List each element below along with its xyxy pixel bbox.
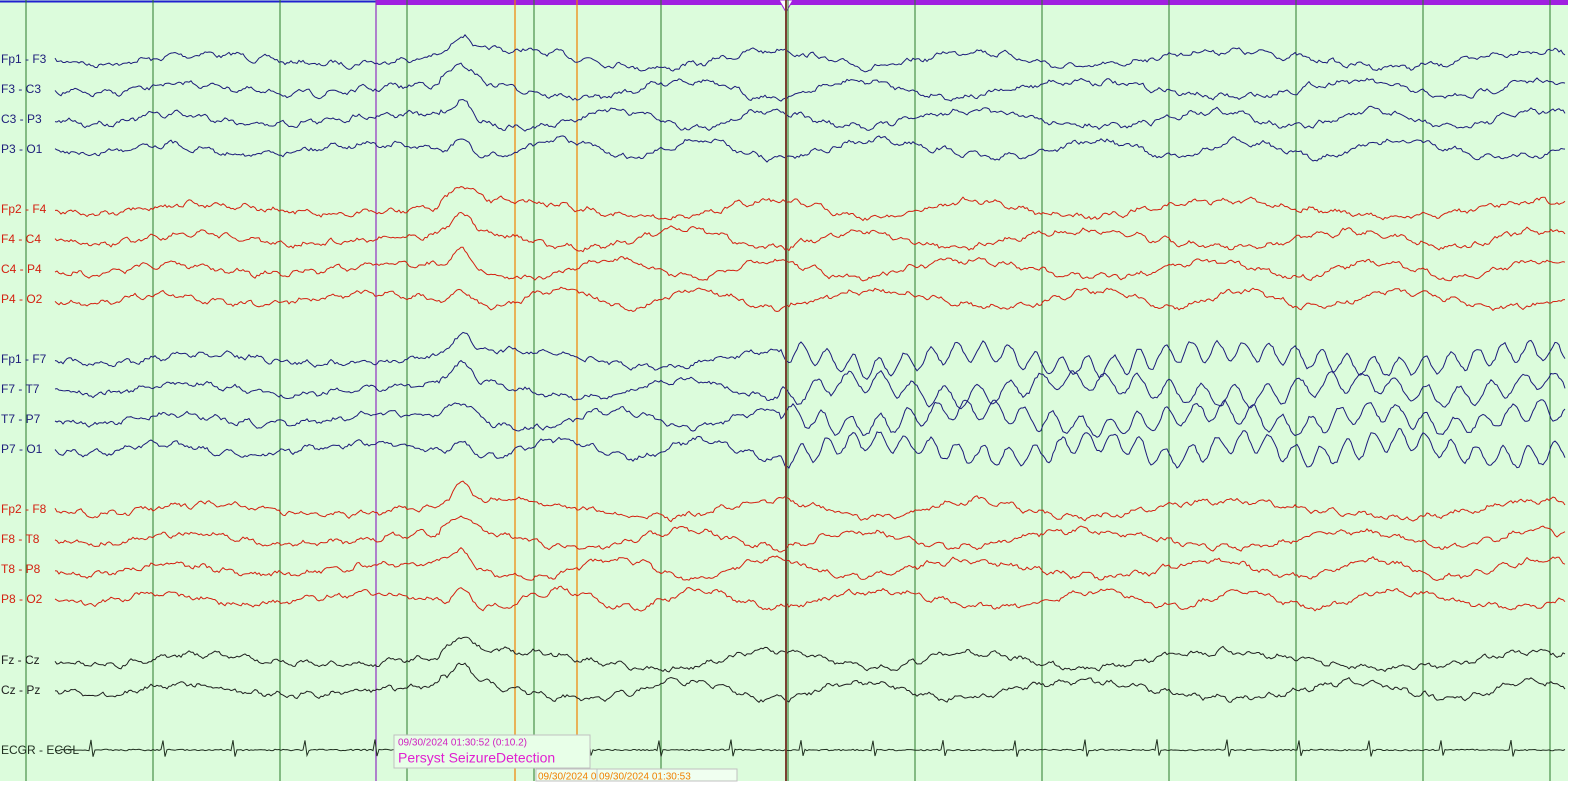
eeg-trace bbox=[54, 739, 1566, 758]
channel-label: P8 - O2 bbox=[1, 592, 43, 606]
channel-label: P3 - O1 bbox=[1, 142, 43, 156]
channel-label: Fz - Cz bbox=[1, 653, 40, 667]
detection-label: Persyst SeizureDetection bbox=[398, 750, 555, 766]
seizure-bar bbox=[376, 0, 1568, 5]
background bbox=[0, 0, 1568, 781]
channel-label: ECGR - ECGL bbox=[1, 743, 79, 757]
eeg-trace bbox=[54, 480, 1566, 523]
channel-label: F8 - T8 bbox=[1, 532, 40, 546]
footer bbox=[0, 781, 1595, 801]
eeg-trace bbox=[54, 515, 1566, 553]
channel-label: F7 - T7 bbox=[1, 382, 40, 396]
channel-label: F3 - C3 bbox=[1, 82, 41, 96]
eeg-trace bbox=[54, 636, 1566, 673]
channel-label: Fp2 - F4 bbox=[1, 202, 47, 216]
channel-label: T8 - P8 bbox=[1, 562, 41, 576]
eeg-trace bbox=[54, 211, 1566, 253]
eeg-trace bbox=[54, 585, 1566, 612]
eeg-trace bbox=[54, 33, 1566, 73]
channel-label: P7 - O1 bbox=[1, 442, 43, 456]
channel-label: Fp2 - F8 bbox=[1, 502, 47, 516]
channel-label: C4 - P4 bbox=[1, 262, 42, 276]
detection-box[interactable] bbox=[393, 734, 591, 769]
eeg-trace bbox=[54, 135, 1566, 163]
eeg-trace bbox=[54, 359, 1566, 410]
marker-label: 09/30/2024 01:30:53 bbox=[599, 772, 691, 783]
channel-label: C3 - P3 bbox=[1, 112, 42, 126]
eeg-trace bbox=[54, 331, 1566, 380]
channel-label: Cz - Pz bbox=[1, 683, 40, 697]
channel-label: Fp1 - F3 bbox=[1, 52, 47, 66]
eeg-trace bbox=[54, 286, 1566, 313]
channel-label: Fp1 - F7 bbox=[1, 352, 47, 366]
channel-label: P4 - O2 bbox=[1, 292, 43, 306]
eeg-trace bbox=[54, 246, 1566, 282]
eeg-trace bbox=[54, 186, 1566, 222]
eeg-trace bbox=[54, 427, 1566, 469]
channel-label: T7 - P7 bbox=[1, 412, 41, 426]
eeg-trace bbox=[54, 547, 1566, 582]
eeg-trace bbox=[54, 62, 1566, 102]
eeg-trace bbox=[54, 399, 1566, 438]
channel-label: F4 - C4 bbox=[1, 232, 41, 246]
eeg-trace bbox=[54, 662, 1566, 703]
eeg-trace bbox=[54, 98, 1566, 132]
detection-time: 09/30/2024 01:30:52 (0:10.2) bbox=[398, 738, 527, 749]
marker-box[interactable] bbox=[596, 768, 738, 782]
marker-label: 09/30/2024 01:30:53 bbox=[538, 772, 630, 783]
